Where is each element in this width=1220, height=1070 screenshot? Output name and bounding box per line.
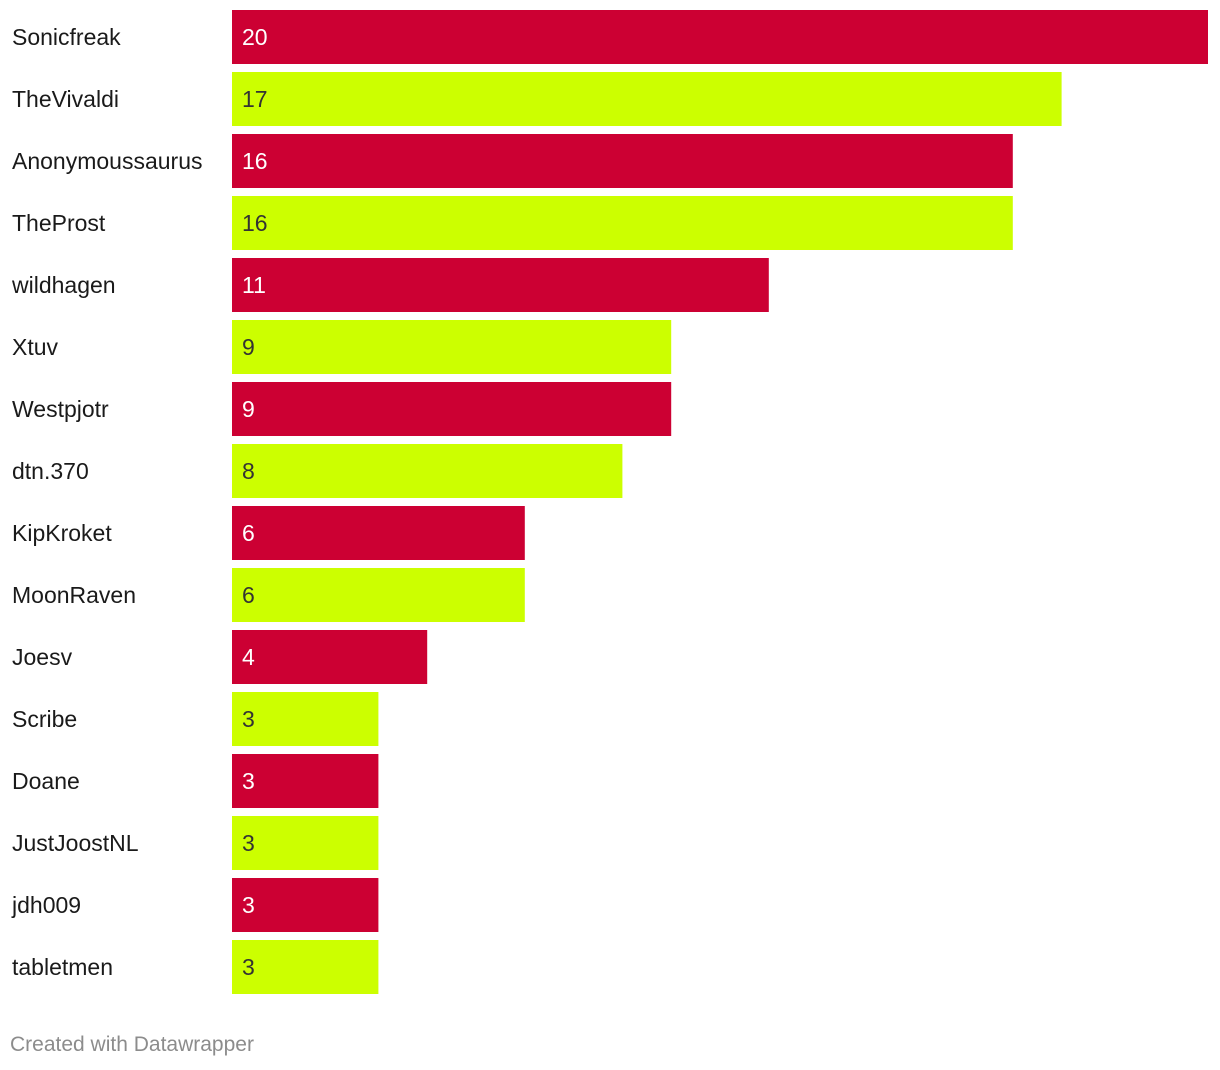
bar: [232, 10, 1208, 64]
bar-value-label: 20: [242, 24, 268, 50]
bar-value-label: 3: [242, 954, 255, 980]
category-label: Joesv: [12, 644, 73, 670]
bar-chart: Sonicfreak 20 TheVivaldi 17 Anonymoussaurus 1…: [11, 10, 1208, 994]
bar-value-label: 16: [242, 148, 268, 174]
bar: [232, 692, 379, 746]
category-label: TheVivaldi: [12, 86, 119, 112]
bar: [232, 134, 1013, 188]
bar: [232, 196, 1013, 250]
bar-value-label: 3: [242, 892, 255, 918]
category-label: MoonRaven: [12, 582, 136, 608]
category-label: Scribe: [12, 706, 77, 732]
bar-value-label: 11: [242, 272, 266, 298]
category-label: Doane: [12, 768, 80, 794]
bar: [232, 506, 525, 560]
bar: [232, 878, 379, 932]
category-label: Sonicfreak: [12, 24, 121, 50]
bar-value-label: 9: [242, 334, 255, 360]
bar-value-label: 3: [242, 830, 255, 856]
bar: [232, 320, 672, 374]
category-label: Westpjotr: [12, 396, 109, 422]
bar: [232, 568, 525, 622]
bar: [232, 382, 672, 436]
bar-value-label: 3: [242, 768, 255, 794]
bar: [232, 630, 428, 684]
bar: [232, 816, 379, 870]
category-label: TheProst: [12, 210, 106, 236]
bar: [232, 754, 379, 808]
bar: [232, 940, 379, 994]
category-label: Xtuv: [12, 334, 59, 360]
category-label: wildhagen: [11, 272, 116, 298]
bar-value-label: 8: [242, 458, 255, 484]
credit-text: Created with Datawrapper: [10, 1033, 254, 1056]
category-label: JustJoostNL: [12, 830, 139, 856]
category-label: Anonymoussaurus: [12, 148, 203, 174]
bar: [232, 258, 769, 312]
category-label: tabletmen: [12, 954, 113, 980]
category-label: jdh009: [11, 892, 81, 918]
bar-value-label: 17: [242, 86, 268, 112]
category-label: dtn.370: [12, 458, 89, 484]
bar-value-label: 6: [242, 582, 255, 608]
bar-value-label: 4: [242, 644, 255, 670]
bar: [232, 72, 1062, 126]
category-label: KipKroket: [12, 520, 112, 546]
bar: [232, 444, 623, 498]
bar-value-label: 9: [242, 396, 255, 422]
bar-value-label: 3: [242, 706, 255, 732]
bar-value-label: 6: [242, 520, 255, 546]
bar-value-label: 16: [242, 210, 268, 236]
